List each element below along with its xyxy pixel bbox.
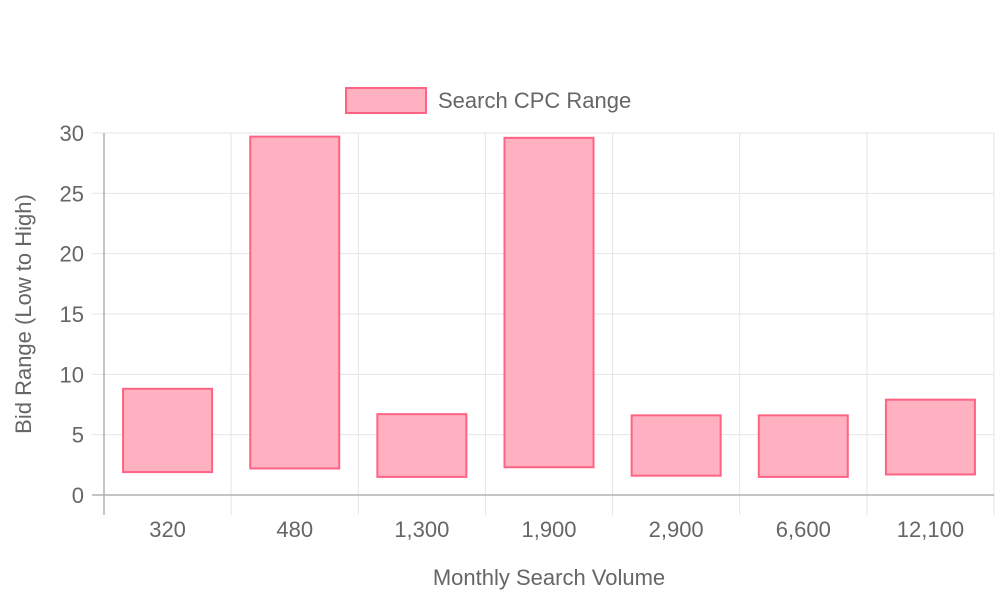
legend-swatch[interactable] xyxy=(345,87,427,114)
x-axis-title: Monthly Search Volume xyxy=(433,565,665,590)
bar-1300[interactable] xyxy=(376,413,468,478)
bar-1900[interactable] xyxy=(503,136,595,469)
x-tick-label: 320 xyxy=(149,517,186,542)
y-axis-title: Bid Range (Low to High) xyxy=(11,194,36,434)
x-tick-label: 6,600 xyxy=(776,517,831,542)
bar-6600[interactable] xyxy=(757,414,849,478)
y-tick-label: 30 xyxy=(60,121,84,146)
x-tick-label: 480 xyxy=(276,517,313,542)
y-tick-label: 0 xyxy=(72,483,84,508)
tick-labels: 0 5 10 15 20 25 30 320 480 1,300 1,900 2,900 6,600 12… xyxy=(60,121,965,542)
y-tick-label: 10 xyxy=(60,362,84,387)
legend-label[interactable]: Search CPC Range xyxy=(438,88,631,113)
bar-320[interactable] xyxy=(122,387,214,474)
bars xyxy=(122,135,976,478)
bar-480[interactable] xyxy=(249,135,341,470)
bar-2900[interactable] xyxy=(630,414,722,477)
legend[interactable]: Search CPC Range xyxy=(345,87,631,114)
y-tick-label: 5 xyxy=(72,423,84,448)
bar-12100[interactable] xyxy=(884,398,976,476)
x-tick-label: 1,300 xyxy=(394,517,449,542)
y-tick-label: 15 xyxy=(60,302,84,327)
axes xyxy=(92,132,994,515)
y-tick-label: 25 xyxy=(60,181,84,206)
y-tick-label: 20 xyxy=(60,242,84,267)
x-tick-label: 2,900 xyxy=(649,517,704,542)
x-tick-label: 12,100 xyxy=(897,517,964,542)
x-tick-label: 1,900 xyxy=(521,517,576,542)
